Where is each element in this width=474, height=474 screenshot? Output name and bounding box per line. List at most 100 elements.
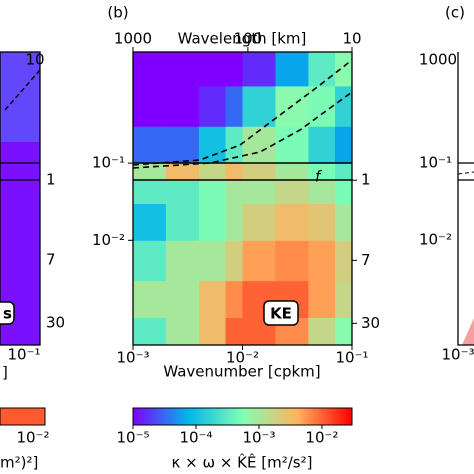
left-plot-shade	[0, 52, 40, 142]
tick-label: 1000	[419, 51, 457, 69]
colorbar	[132, 407, 353, 426]
heatmap-cell	[198, 85, 227, 127]
heatmap-cell	[275, 180, 309, 204]
heatmap-cell	[308, 317, 336, 346]
heatmap-cell	[225, 85, 243, 127]
heatmap-cell	[198, 52, 227, 87]
heatmap-cell	[308, 203, 336, 241]
heatmap-cell	[133, 180, 167, 204]
colorbar-tick-label: 10⁻²	[305, 429, 338, 447]
heatmap-cell	[165, 126, 200, 164]
heatmap-cell	[225, 240, 243, 282]
heatmap-cell	[198, 317, 227, 346]
dashed-curve	[132, 59, 353, 166]
heatmap-cell	[308, 126, 336, 164]
colorbar-label: κ × ω × K̂Ê [m²/s²]	[172, 453, 313, 472]
tick-label: 10⁻¹	[419, 154, 452, 172]
heatmap-cell	[275, 163, 309, 181]
right-panel: (c) 1000 10⁻¹ 10⁻² 10⁻³	[419, 4, 474, 364]
heatmap-cell	[335, 52, 353, 87]
heatmap-cell	[133, 52, 167, 87]
heatmap-cell	[335, 280, 353, 318]
heatmap-cell	[275, 240, 309, 282]
x2-tick-label: 10	[342, 30, 361, 48]
annotation: f	[315, 168, 323, 186]
tick-label: 10⁻¹	[7, 346, 40, 364]
y-tick-label: 10⁻²	[92, 231, 125, 249]
colorbar-tick-label: 10⁻⁴	[179, 429, 212, 447]
badge: KE	[270, 305, 292, 323]
heatmap-cell	[198, 126, 227, 164]
dashed-curve	[457, 171, 474, 175]
heatmap-cell	[165, 203, 200, 241]
heatmap-cell	[308, 52, 336, 87]
x2-label: Wavelength [km]	[178, 30, 307, 48]
heatmap-cell	[242, 203, 276, 241]
heatmap-cell	[165, 317, 200, 346]
heatmap-cell	[225, 126, 243, 164]
heatmap-cell	[308, 163, 336, 181]
heatmap-cell	[165, 85, 200, 127]
heatmap-cell	[335, 203, 353, 241]
heatmap-cell	[198, 180, 227, 204]
colorbar-tick-label: 10⁻³	[242, 429, 275, 447]
left-panel: 10 1 7 30 s 10⁻¹ ] 10⁻² m²)²]	[0, 51, 65, 472]
heatmap-cell	[242, 85, 276, 127]
dashed-curve	[132, 91, 353, 169]
tick-label: 10⁻²	[419, 231, 452, 249]
heatmap-cell	[335, 180, 353, 204]
heatmap-cell	[242, 126, 276, 164]
heatmap-cell	[165, 163, 200, 181]
heatmap-cell	[165, 180, 200, 204]
heatmap-cell	[133, 163, 167, 181]
heatmap-cell	[225, 52, 243, 87]
heatmap-cell	[198, 203, 227, 241]
heatmap-cell	[308, 180, 336, 204]
heatmap-cell	[225, 203, 243, 241]
heatmap-cell	[335, 85, 353, 127]
y2-tick-label: 30	[361, 314, 380, 332]
tick-label: 30	[46, 314, 65, 332]
tick-label: 10	[25, 51, 44, 69]
heatmap-cell	[198, 163, 227, 181]
colorbar-tick: 10⁻²	[16, 429, 49, 447]
heatmap-cell	[133, 85, 167, 127]
colorbar	[0, 407, 46, 426]
badge: s	[3, 305, 12, 323]
heatmap-cell	[198, 240, 227, 282]
heatmap-cell	[225, 317, 243, 346]
heatmap-cell	[133, 126, 167, 164]
panel-label: (b)	[107, 4, 128, 22]
x-tick-label: 10⁻²	[226, 349, 259, 367]
dashed-curve	[4, 69, 41, 111]
heatmap-cell	[308, 280, 336, 318]
y-tick-label: 10⁻¹	[92, 154, 125, 172]
heatmap-cell	[242, 52, 276, 87]
heatmap-cell	[242, 163, 276, 181]
badge-box	[263, 300, 299, 326]
tick-label: 1	[46, 171, 56, 189]
badge-box	[0, 301, 15, 325]
heatmap-cell	[165, 280, 200, 318]
axes-frame	[457, 52, 474, 346]
heatmap-cell	[335, 126, 353, 164]
heatmap-cell	[335, 317, 353, 346]
heatmap-cell	[165, 240, 200, 282]
axes-frame	[0, 51, 41, 346]
y2-tick-label: 1	[361, 171, 371, 189]
tick-label: 10⁻³	[441, 346, 474, 364]
heatmap-cell	[225, 180, 243, 204]
colorbar-label: m²)²]	[0, 454, 38, 472]
panel-label: (c)	[445, 4, 465, 22]
y2-tick-label: 7	[361, 251, 371, 269]
heatmap-cell	[133, 317, 167, 346]
shape	[462, 318, 474, 345]
heatmap-cell	[225, 280, 243, 318]
heatmap-cell	[308, 240, 336, 282]
middle-panel: (b) Wavelength [km] Wavenumber [cpkm] κ …	[107, 4, 353, 472]
x-tick-label: 10⁻¹	[335, 349, 368, 367]
x2-tick-label: 100	[234, 30, 263, 48]
heatmap-cell	[198, 280, 227, 318]
heatmap-cell	[275, 126, 309, 164]
